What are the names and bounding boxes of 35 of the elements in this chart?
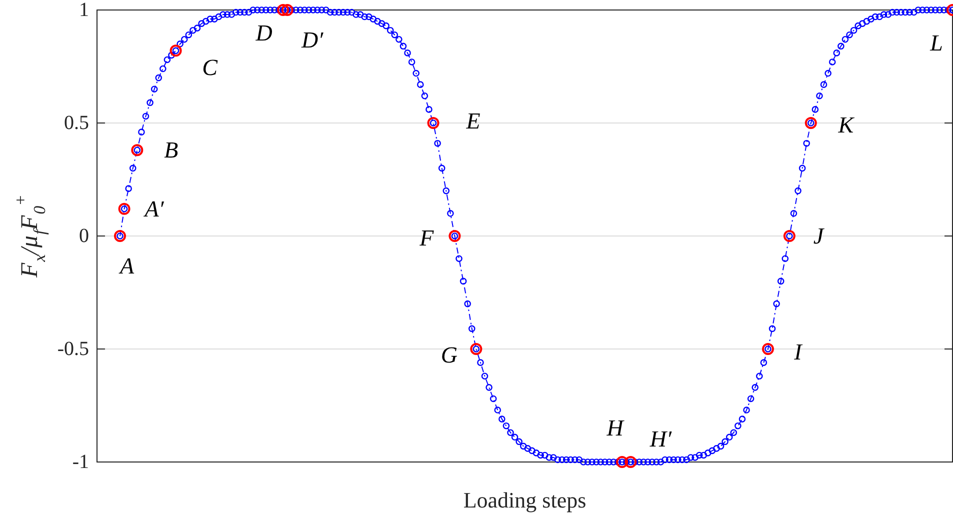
annotation: H [606, 416, 625, 440]
point [131, 144, 144, 156]
annotation: D [254, 20, 273, 46]
x-axis-title: Loading steps [463, 488, 586, 512]
point [762, 343, 774, 355]
y-tick-label: -0.5 [57, 338, 89, 360]
annotation: B [164, 138, 178, 163]
annotation: D′ [300, 28, 324, 52]
point [804, 117, 817, 129]
point [170, 44, 182, 57]
point [624, 456, 637, 468]
point [448, 230, 461, 242]
y-tick-label: 1 [79, 0, 89, 21]
y-tick-label: 0 [79, 225, 89, 247]
point [114, 230, 126, 242]
point [783, 230, 796, 242]
point [277, 4, 290, 16]
annotation: E [465, 108, 480, 134]
annotation: I [793, 340, 804, 364]
annotation: A [118, 254, 135, 278]
annotation: F [418, 226, 435, 250]
point [616, 456, 628, 468]
y-tick-label: -1 [72, 451, 89, 473]
y-tick-label: 0.5 [64, 112, 89, 134]
annotation: K [837, 112, 856, 138]
point [427, 117, 440, 129]
annotation: L [929, 30, 943, 56]
point [281, 4, 294, 16]
annotation: H′ [648, 426, 672, 452]
annotation: G [440, 342, 458, 368]
annotation: C [202, 55, 218, 80]
point [118, 202, 130, 215]
annotation: J [813, 224, 826, 248]
point [470, 343, 482, 355]
annotation: A′ [142, 196, 165, 222]
